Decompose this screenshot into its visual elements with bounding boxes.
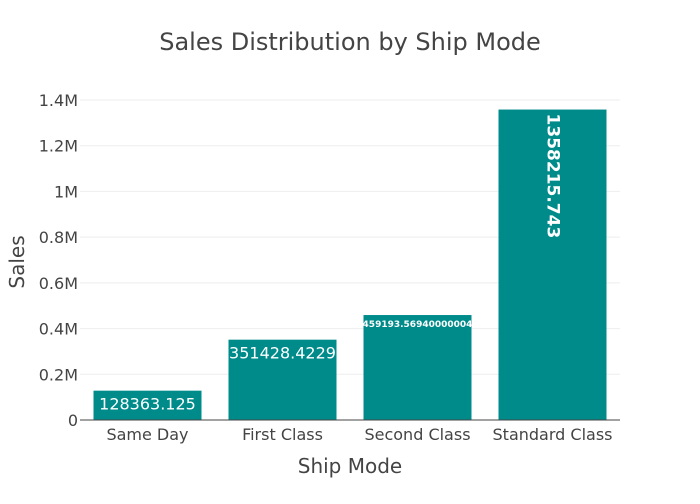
bar	[363, 315, 472, 420]
x-tick-label: Standard Class	[493, 425, 613, 444]
y-axis-title: Sales	[5, 235, 29, 288]
data-label: 1358215.743	[543, 114, 563, 239]
y-tick-label: 1.4M	[39, 91, 78, 110]
gridlines	[80, 99, 620, 375]
data-label: 459193.56940000004	[363, 320, 473, 330]
x-tick-label: Second Class	[364, 425, 470, 444]
bar	[228, 339, 337, 420]
data-labels: 128363.125 351428.4229 459193.56940000004 1…	[99, 114, 562, 414]
x-axis-ticks: Same Day First Class Second Class Standard …	[106, 425, 612, 444]
y-tick-label: 0.8M	[39, 228, 78, 247]
y-tick-label: 1M	[54, 182, 78, 201]
y-tick-label: 0.6M	[39, 274, 78, 293]
y-axis-ticks: 0 0.2M 0.4M 0.6M 0.8M 1M 1.2M 1.4M	[39, 91, 78, 430]
x-tick-label: Same Day	[106, 425, 188, 444]
bars	[93, 109, 607, 420]
chart-title: Sales Distribution by Ship Mode	[159, 28, 541, 56]
bar	[93, 390, 202, 420]
y-tick-label: 0.2M	[39, 365, 78, 384]
y-tick-label: 0.4M	[39, 320, 78, 339]
data-label: 128363.125	[99, 395, 196, 414]
bar	[498, 109, 607, 420]
data-label: 351428.4229	[229, 344, 336, 363]
x-axis-title: Ship Mode	[298, 454, 402, 478]
y-tick-label: 0	[68, 411, 78, 430]
x-tick-label: First Class	[242, 425, 323, 444]
y-tick-label: 1.2M	[39, 137, 78, 156]
